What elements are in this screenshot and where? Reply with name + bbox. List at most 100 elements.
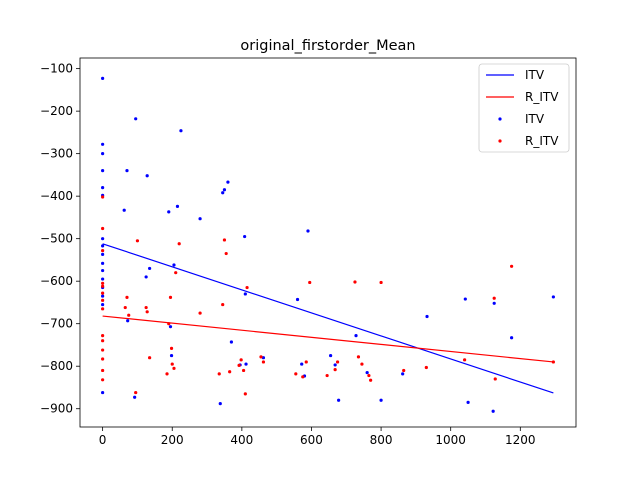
data-point-r-itv (145, 310, 149, 314)
data-point-r-itv (101, 281, 105, 285)
data-point-itv (101, 252, 105, 257)
data-point-r-itv (333, 368, 337, 372)
data-point-r-itv (222, 238, 227, 242)
data-point-r-itv (101, 378, 105, 382)
data-point-itv (354, 334, 358, 338)
data-point-r-itv (165, 372, 169, 376)
data-point-r-itv (101, 307, 105, 311)
data-point-itv (125, 169, 129, 173)
data-point-r-itv (101, 357, 105, 361)
y-tick-label: −900 (40, 402, 73, 416)
trend-line-r-itv (102, 315, 554, 363)
data-point-r-itv (261, 360, 266, 364)
data-point-r-itv (356, 355, 361, 359)
legend-label-itv: ITV (525, 112, 545, 126)
x-tick-label: 1000 (435, 433, 466, 447)
data-point-r-itv (148, 356, 152, 360)
data-point-itv (145, 174, 149, 178)
data-point-r-itv (101, 195, 105, 199)
data-point-r-itv (492, 296, 496, 300)
x-tick-label: 200 (161, 433, 184, 447)
legend-label-r-itv: R_ITV (525, 134, 559, 148)
data-point-itv (229, 340, 234, 344)
x-tick-label: 1200 (505, 433, 536, 447)
data-point-r-itv (198, 311, 202, 315)
data-point-r-itv (217, 372, 221, 376)
data-point-r-itv (304, 360, 308, 364)
y-tick-label: −200 (40, 104, 73, 118)
data-point-itv (101, 76, 105, 81)
data-point-itv (510, 336, 514, 340)
legend: ITV R_ITV ITV R_ITV (478, 63, 570, 153)
data-point-itv (133, 395, 137, 399)
data-point-itv (218, 402, 222, 406)
data-point-r-itv (134, 390, 138, 395)
data-point-itv (337, 398, 341, 402)
data-point-r-itv (241, 368, 246, 373)
data-point-r-itv (101, 339, 105, 343)
data-point-itv (243, 234, 247, 239)
y-tick-label: −600 (40, 274, 73, 288)
x-tick-label: 600 (300, 433, 323, 447)
data-point-r-itv (369, 378, 373, 382)
data-point-itv (243, 292, 247, 296)
data-point-r-itv (353, 280, 357, 284)
data-point-r-itv (101, 248, 105, 253)
data-point-itv (101, 268, 105, 273)
data-point-r-itv (301, 375, 305, 379)
data-point-r-itv (259, 355, 263, 359)
data-point-r-itv (325, 373, 329, 378)
data-point-r-itv (245, 285, 249, 290)
data-point-r-itv (510, 264, 514, 268)
data-point-itv (169, 353, 174, 358)
data-point-itv (168, 325, 173, 329)
legend-marker-r-itv (498, 139, 502, 143)
data-point-r-itv (239, 358, 243, 362)
data-point-r-itv (101, 226, 105, 231)
data-point-r-itv (127, 313, 131, 317)
data-point-itv (198, 217, 202, 221)
data-point-r-itv (367, 373, 371, 378)
data-point-r-itv (135, 239, 140, 243)
data-point-r-itv (228, 370, 232, 374)
data-point-r-itv (221, 302, 225, 307)
data-point-itv (101, 302, 105, 307)
data-point-r-itv (308, 280, 312, 285)
data-point-r-itv (243, 392, 247, 396)
plot-area (101, 76, 555, 413)
data-point-itv (261, 356, 266, 360)
data-point-itv (333, 363, 337, 367)
data-point-itv (306, 229, 310, 233)
data-point-r-itv (360, 362, 364, 366)
data-point-r-itv (177, 242, 181, 246)
data-point-r-itv (402, 368, 406, 373)
y-tick-label: −100 (40, 62, 73, 76)
x-tick-label: 800 (370, 433, 393, 447)
data-point-r-itv (101, 348, 105, 352)
data-point-itv (101, 152, 105, 156)
data-point-r-itv (123, 305, 127, 310)
data-point-r-itv (168, 295, 173, 299)
data-point-r-itv (125, 295, 129, 299)
data-point-itv (295, 297, 300, 302)
data-point-itv (101, 186, 105, 190)
data-point-itv (101, 237, 105, 241)
data-point-itv (551, 295, 555, 299)
y-tick-label: −300 (40, 147, 73, 161)
data-point-itv (466, 400, 470, 404)
data-point-r-itv (493, 377, 497, 381)
legend-label-itv: ITV (525, 68, 545, 82)
data-point-r-itv (463, 358, 467, 362)
data-point-itv (226, 180, 230, 184)
data-point-itv (144, 275, 148, 279)
data-point-itv (300, 362, 304, 366)
data-point-r-itv (335, 360, 340, 364)
x-tick-label: 0 (99, 433, 107, 447)
axes-frame (79, 57, 577, 428)
data-point-itv (101, 142, 105, 146)
trend-line-itv (102, 243, 554, 394)
data-point-r-itv (172, 366, 176, 370)
y-tick-label: −400 (40, 189, 73, 203)
data-point-r-itv (101, 334, 105, 338)
